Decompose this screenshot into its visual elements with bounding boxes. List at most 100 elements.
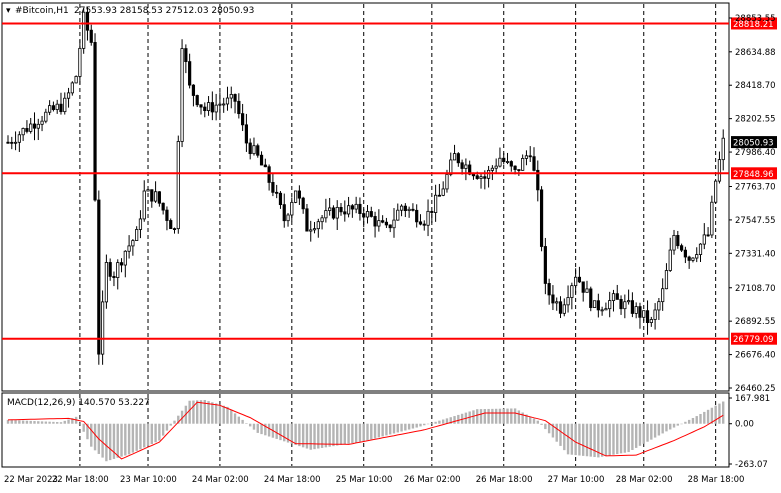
macd-bar <box>86 423 89 440</box>
candle-body <box>441 188 445 196</box>
candle-body <box>263 164 267 168</box>
price-tick-label: 27547.55 <box>735 216 776 226</box>
macd-bar <box>362 423 365 442</box>
macd-bar <box>582 423 585 456</box>
candle-body <box>365 211 370 218</box>
macd-bar <box>597 423 600 458</box>
macd-bar <box>237 416 241 424</box>
macd-bar <box>392 423 396 434</box>
candle-body <box>312 228 317 231</box>
macd-bar <box>332 423 335 447</box>
macd-bar <box>290 423 294 444</box>
macd-tick-label: 0.00 <box>735 420 754 430</box>
macd-bar <box>563 423 566 451</box>
macd-bar <box>415 423 418 428</box>
macd-bar <box>627 423 630 453</box>
macd-bar <box>494 408 498 424</box>
candle-body <box>683 249 687 258</box>
macd-bar <box>218 404 222 424</box>
macd-bar <box>116 423 119 458</box>
macd-bar <box>449 417 452 424</box>
macd-bar <box>336 423 339 446</box>
candle-body <box>104 262 108 303</box>
horizontal-levels: 28818.21 27848.96 26779.09 28050.93 <box>2 17 777 345</box>
candle-body <box>539 189 544 247</box>
candle-body <box>381 220 385 223</box>
macd-bar <box>135 423 138 451</box>
candle-body <box>456 153 460 164</box>
macd-bar <box>52 421 55 424</box>
time-tick-label: 22 Mar 18:00 <box>52 475 109 485</box>
candle-body <box>59 103 63 113</box>
macd-bar <box>339 423 343 445</box>
candle-body <box>574 276 578 287</box>
candle-body <box>676 235 680 247</box>
macd-bar <box>479 409 483 424</box>
macd-bar <box>105 423 108 462</box>
candle-body <box>135 229 139 241</box>
macd-bar <box>604 423 608 457</box>
macd-tick-label: 167.981 <box>735 394 770 404</box>
ohlc-label: 27553.93 28158.53 27512.03 28050.93 <box>74 6 254 16</box>
macd-bar <box>264 423 267 436</box>
macd-bar <box>718 403 721 424</box>
candle-body <box>706 234 710 237</box>
macd-bar <box>252 423 256 430</box>
candle-body <box>244 124 249 144</box>
macd-bar <box>192 400 195 424</box>
macd-bar <box>600 423 604 457</box>
macd-bar <box>631 423 634 450</box>
candle-body <box>445 174 449 190</box>
macd-bar <box>366 423 369 441</box>
candle-body <box>278 192 283 206</box>
candle-body <box>483 176 487 179</box>
macd-bar <box>6 419 10 424</box>
macd-bar <box>351 423 354 444</box>
dropdown-triangle-icon[interactable]: ▾ <box>6 6 11 16</box>
candle-body <box>434 194 438 213</box>
macd-bar <box>343 423 346 445</box>
main-pane[interactable] <box>1 2 730 392</box>
candle-body <box>687 256 691 261</box>
candle-body <box>505 161 510 163</box>
candle-body <box>101 301 105 355</box>
macd-bar <box>230 410 233 424</box>
candle-body <box>695 254 699 259</box>
level-label-bg <box>731 17 777 30</box>
candle-body <box>471 173 476 177</box>
level-label: 27848.96 <box>733 170 774 180</box>
candle-body <box>184 48 188 63</box>
price-tick-label: 28418.70 <box>735 81 776 91</box>
macd-bar <box>301 423 305 448</box>
candle-body <box>66 92 71 99</box>
macd-bar <box>585 423 589 457</box>
macd-bar <box>722 401 725 424</box>
macd-bar <box>457 414 460 424</box>
price-tick-label: 27763.70 <box>735 182 776 192</box>
candle-body <box>82 11 86 49</box>
time-tick-label: 25 Mar 10:00 <box>336 475 393 485</box>
macd-bar <box>430 422 434 424</box>
macd-bar <box>441 419 445 424</box>
candle-body <box>642 310 646 318</box>
price-tick-label: 27108.70 <box>735 284 776 294</box>
candle-body <box>267 166 271 183</box>
candle-body <box>89 29 93 43</box>
candle-body <box>48 105 52 113</box>
candle-body <box>562 304 566 314</box>
macd-bar <box>517 410 521 424</box>
macd-bar <box>510 408 513 424</box>
candle-body <box>10 141 14 144</box>
macd-bar <box>14 420 17 424</box>
candle-body <box>21 128 25 136</box>
macd-pane[interactable] <box>1 392 730 468</box>
time-tick-label: 24 Mar 18:00 <box>264 475 321 485</box>
candle-body <box>608 300 612 310</box>
macd-bar <box>407 423 411 430</box>
candle-body <box>604 308 608 311</box>
candle-body <box>623 301 627 310</box>
candle-body <box>664 270 669 290</box>
macd-bar <box>672 423 676 428</box>
